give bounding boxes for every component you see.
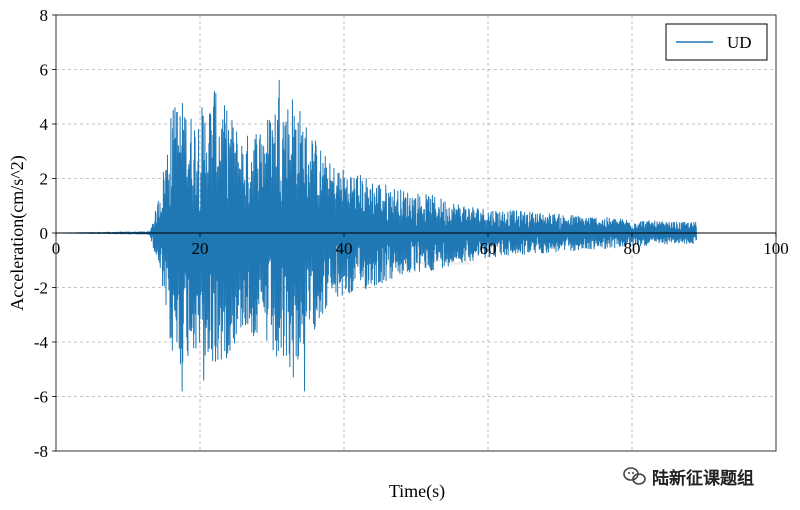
x-tick-label: 60 [480,239,497,258]
y-tick-label: 6 [40,61,49,80]
y-tick-label: 2 [40,170,49,189]
series-line-ud [55,79,698,392]
x-tick-label: 20 [192,239,209,258]
tick-labels: 0 20 40 60 80 100 -8 -6 -4 -2 0 2 4 6 8 [34,6,789,461]
y-tick-label: -8 [34,442,48,461]
y-tick-label: 4 [40,115,49,134]
x-axis-title: Time(s) [389,481,445,502]
legend-label-ud: UD [727,33,752,52]
y-tick-label: -2 [34,279,48,298]
footer-brand: 陆新征课题组 [623,467,754,489]
y-tick-label: -6 [34,388,48,407]
y-tick-label: 0 [40,224,49,243]
legend: UD [665,23,768,61]
x-tick-label: 40 [336,239,353,258]
x-tick-label: 100 [763,239,789,258]
y-axis-title: Acceleration(cm/s^2) [7,155,28,310]
series-layer [55,79,698,392]
footer-label: 陆新征课题组 [652,468,754,489]
axes [52,14,777,452]
y-tick-label: -4 [34,333,49,352]
wechat-icon [623,467,646,485]
y-tick-label: 8 [40,6,49,25]
x-tick-label: 80 [624,239,641,258]
x-tick-label: 0 [52,239,61,258]
